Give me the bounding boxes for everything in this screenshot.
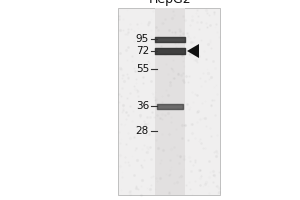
Bar (118, 8, 220, 195)
Polygon shape (187, 44, 199, 58)
Bar (155, 8, 185, 195)
Text: 28: 28 (136, 126, 149, 136)
Text: 36: 36 (136, 101, 149, 111)
Text: 72: 72 (136, 46, 149, 56)
Text: 55: 55 (136, 64, 149, 74)
Text: 95: 95 (136, 34, 149, 44)
Text: HepG2: HepG2 (149, 0, 191, 6)
